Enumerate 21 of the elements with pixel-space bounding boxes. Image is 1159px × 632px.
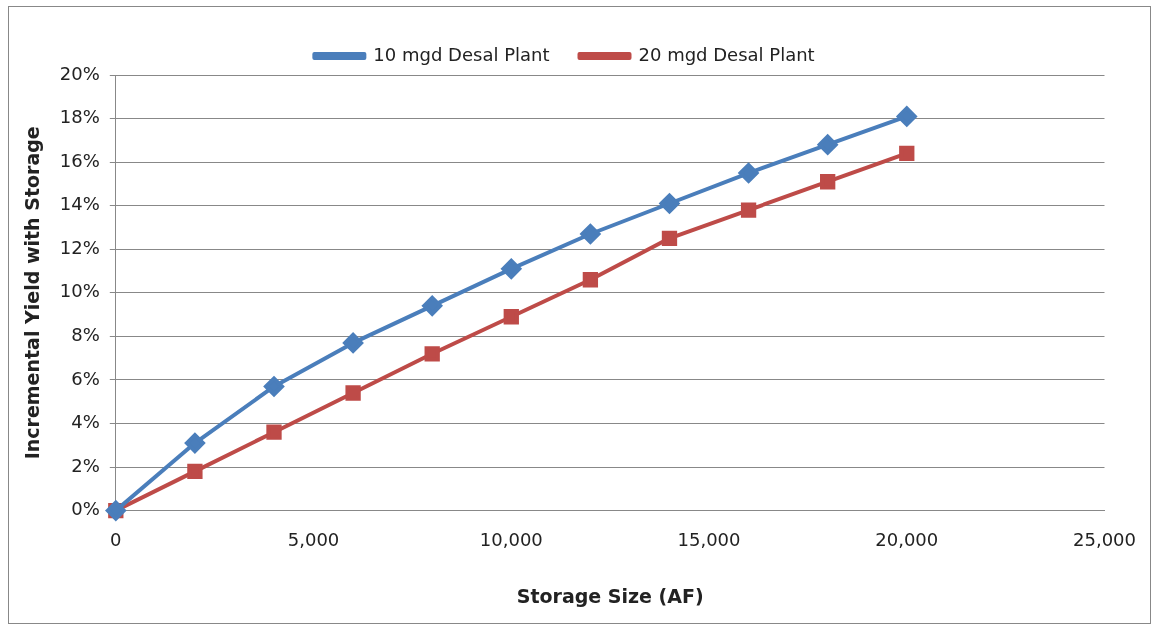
x-tick-label: 0 xyxy=(110,529,122,551)
y-tick-label: 18% xyxy=(59,106,100,128)
y-tick-label: 14% xyxy=(59,193,100,215)
legend-label: 10 mgd Desal Plant xyxy=(373,43,550,65)
y-tick-label: 16% xyxy=(59,149,100,171)
legend-label: 20 mgd Desal Plant xyxy=(638,43,815,65)
x-tick-label: 10,000 xyxy=(479,529,543,551)
y-tick-label: 0% xyxy=(71,498,100,520)
x-tick-label: 15,000 xyxy=(677,529,741,551)
y-axis-title: Incremental Yield with Storage xyxy=(21,126,44,460)
y-tick-label: 10% xyxy=(59,280,100,302)
y-tick-label: 12% xyxy=(59,236,100,258)
y-tick-label: 20% xyxy=(59,62,100,84)
y-tick-label: 8% xyxy=(71,324,100,346)
x-tick-label: 25,000 xyxy=(1073,529,1136,551)
y-tick-label: 2% xyxy=(71,454,100,476)
x-axis-title: Storage Size (AF) xyxy=(516,584,704,607)
x-tick-label: 5,000 xyxy=(287,529,340,551)
y-tick-label: 6% xyxy=(71,367,100,389)
y-tick-label: 4% xyxy=(71,411,100,433)
x-tick-label: 20,000 xyxy=(875,529,939,551)
